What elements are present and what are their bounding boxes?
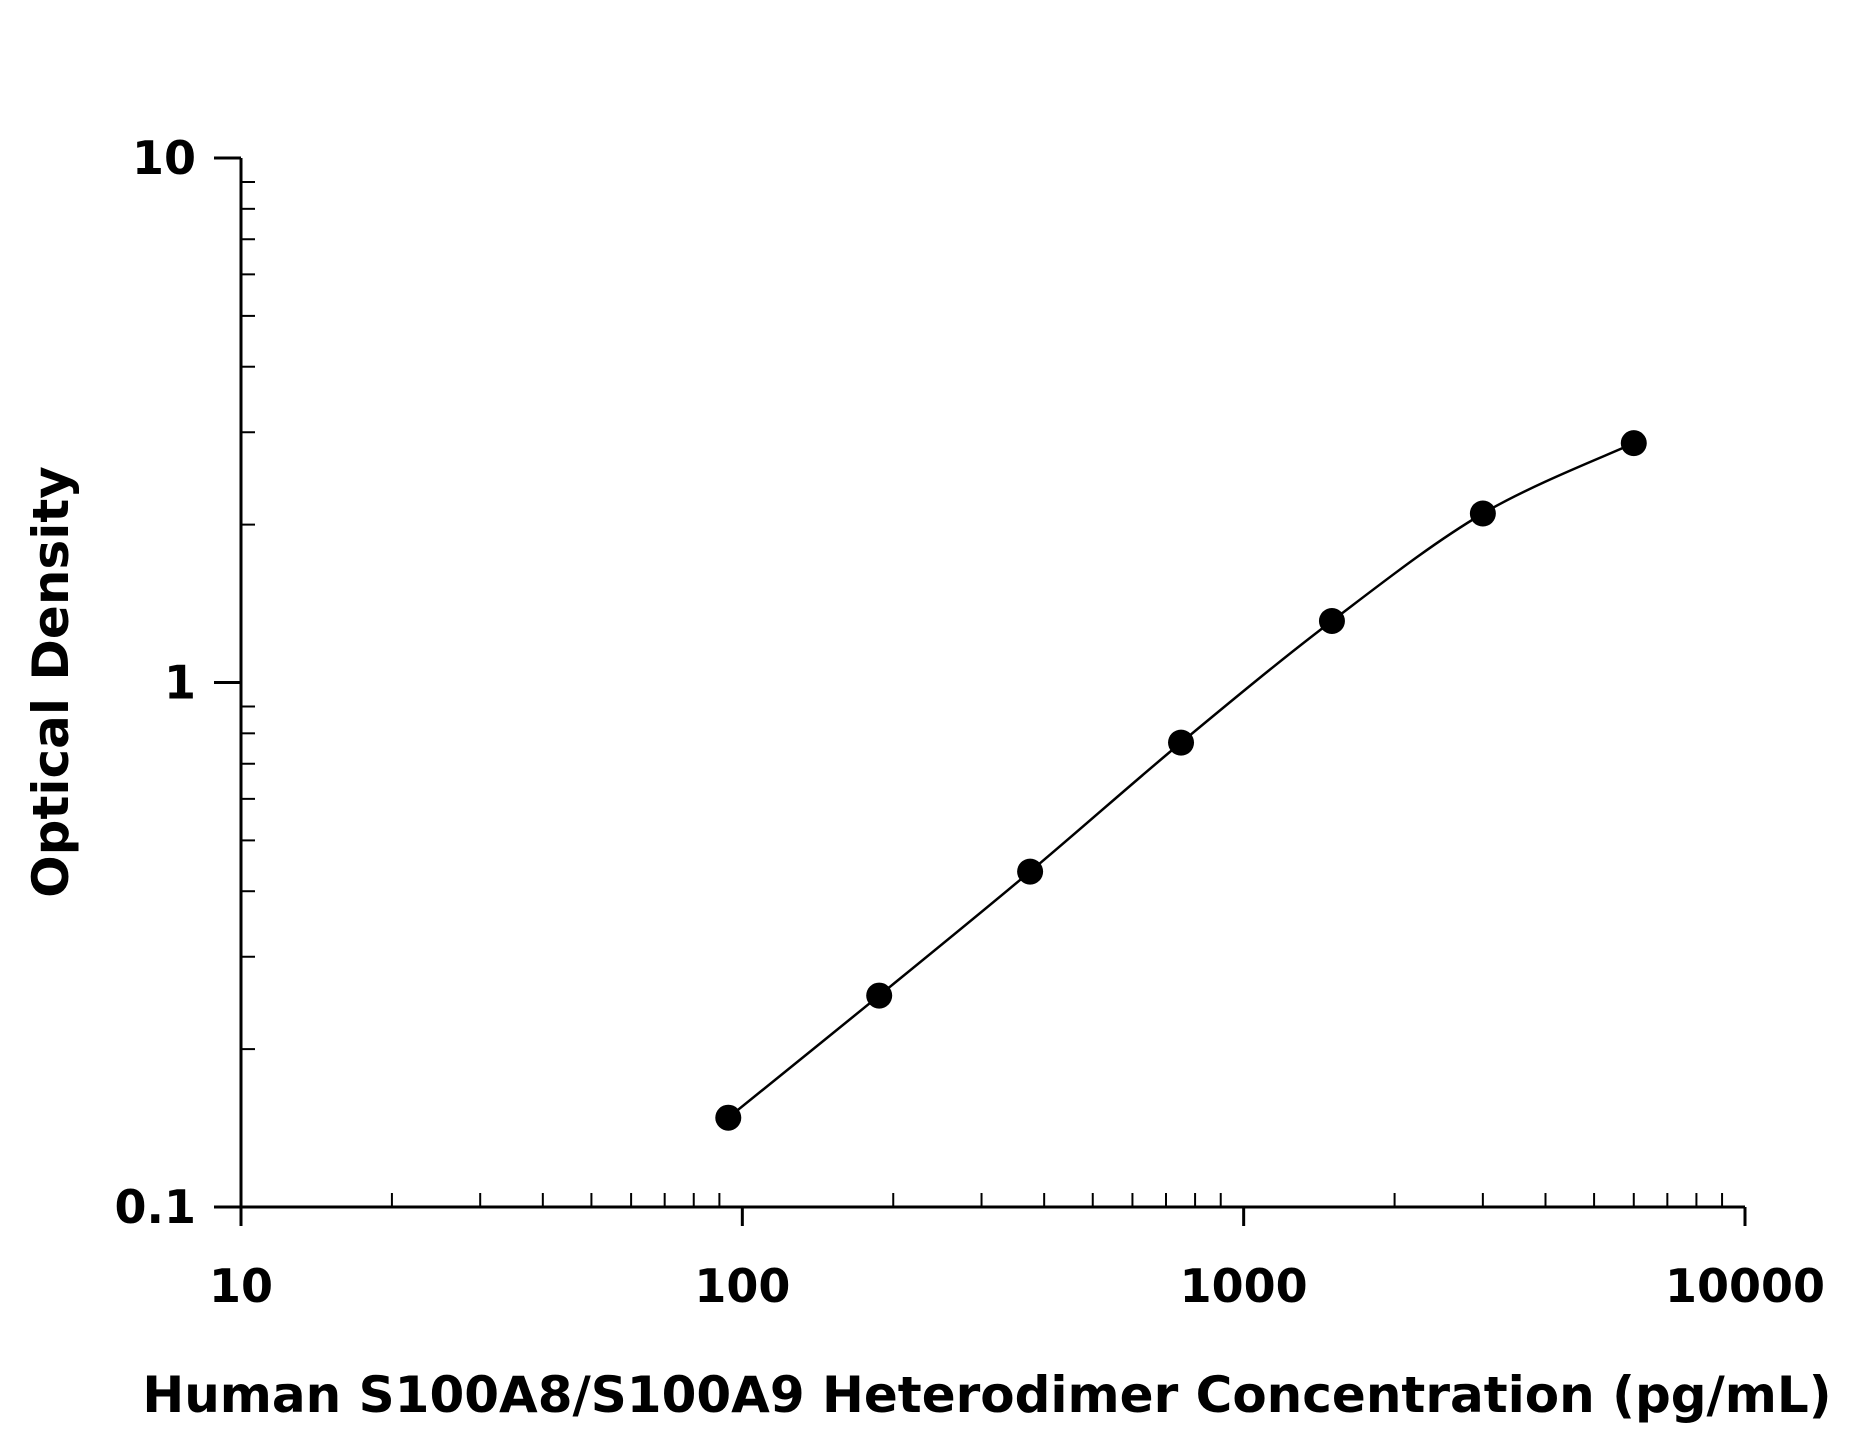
y-axis-title: Optical Density [22, 466, 80, 898]
x-tick-labels: 10 100 1000 10000 [209, 1259, 1825, 1313]
fit-curve [727, 442, 1635, 1119]
y-minor-ticks [241, 180, 255, 1051]
data-point [866, 982, 893, 1009]
x-tick-label: 1000 [1180, 1259, 1308, 1313]
x-axis-title: Human S100A8/S100A9 Heterodimer Concentr… [142, 1366, 1831, 1424]
data-point [715, 1104, 742, 1131]
x-tick-label: 10000 [1665, 1259, 1825, 1313]
y-tick-labels: 0.1 1 10 [115, 131, 197, 1234]
x-minor-ticks [390, 1193, 1724, 1207]
y-tick-label: 1 [164, 656, 196, 710]
x-tick-label: 10 [209, 1259, 273, 1313]
data-point [1318, 607, 1345, 634]
axes [239, 158, 1745, 1209]
data-point [1168, 729, 1195, 756]
data-point [1620, 430, 1647, 457]
data-point [1017, 858, 1044, 885]
y-tick-label: 0.1 [115, 1180, 197, 1234]
y-major-ticks [214, 156, 241, 1209]
x-tick-label: 100 [694, 1259, 790, 1313]
data-point [1469, 500, 1496, 527]
data-points [715, 430, 1647, 1131]
x-major-ticks [239, 1207, 1747, 1226]
y-tick-label: 10 [132, 131, 196, 185]
